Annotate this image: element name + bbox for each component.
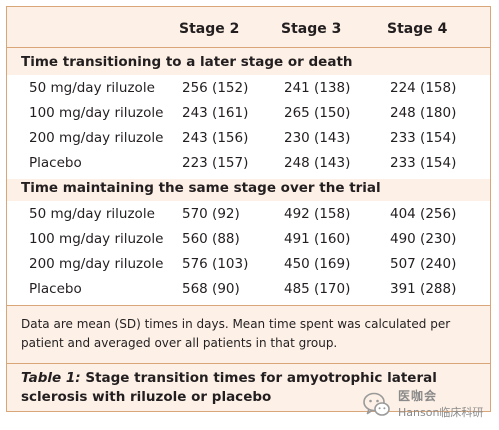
table-row: 100 mg/day riluzole 560 (88) 491 (160) 4… bbox=[7, 228, 490, 252]
table-row: 50 mg/day riluzole 256 (152) 241 (138) 2… bbox=[7, 77, 490, 101]
stage-3-value: 485 (170) bbox=[284, 281, 351, 297]
stage-3-value: 248 (143) bbox=[284, 155, 351, 171]
stage-2-value: 243 (156) bbox=[182, 130, 249, 146]
column-header-stage-4: Stage 4 bbox=[387, 21, 448, 37]
caption-text: Stage transition times for amyotrophic l… bbox=[21, 370, 437, 405]
stage-4-value: 233 (154) bbox=[390, 155, 457, 171]
stage-4-value: 233 (154) bbox=[390, 130, 457, 146]
stage-2-value: 576 (103) bbox=[182, 256, 249, 272]
watermark-subtitle: Hanson临床科研 bbox=[398, 406, 484, 419]
row-label: Placebo bbox=[29, 155, 82, 171]
watermark-title: 医咖会 bbox=[398, 389, 438, 403]
stage-4-value: 391 (288) bbox=[390, 281, 457, 297]
stage-2-value: 223 (157) bbox=[182, 155, 249, 171]
caption-divider bbox=[7, 363, 490, 364]
section-title-transitioning: Time transitioning to a later stage or d… bbox=[21, 54, 353, 70]
stage-4-value: 224 (158) bbox=[390, 80, 457, 96]
stage-2-value: 243 (161) bbox=[182, 105, 249, 121]
stage-4-value: 248 (180) bbox=[390, 105, 457, 121]
row-label: 200 mg/day riluzole bbox=[29, 256, 164, 272]
caption-label: Table 1: bbox=[21, 370, 81, 386]
header-divider bbox=[7, 47, 490, 48]
column-header-stage-2: Stage 2 bbox=[179, 21, 240, 37]
stage-4-value: 404 (256) bbox=[390, 206, 457, 222]
stage-3-value: 265 (150) bbox=[284, 105, 351, 121]
stage-2-value: 568 (90) bbox=[182, 281, 240, 297]
table-panel: Stage 2 Stage 3 Stage 4 Time transitioni… bbox=[6, 6, 491, 412]
table-row: 200 mg/day riluzole 243 (156) 230 (143) … bbox=[7, 127, 490, 151]
stage-4-value: 507 (240) bbox=[390, 256, 457, 272]
watermark: 医咖会 Hanson临床科研 bbox=[362, 386, 494, 426]
row-label: Placebo bbox=[29, 281, 82, 297]
header-row: Stage 2 Stage 3 Stage 4 bbox=[7, 7, 490, 47]
stage-2-value: 256 (152) bbox=[182, 80, 249, 96]
row-label: 100 mg/day riluzole bbox=[29, 231, 164, 247]
stage-3-value: 230 (143) bbox=[284, 130, 351, 146]
table-row: Placebo 568 (90) 485 (170) 391 (288) bbox=[7, 278, 490, 302]
table-caption: Table 1: Stage transition times for amyo… bbox=[21, 369, 479, 407]
stage-3-value: 241 (138) bbox=[284, 80, 351, 96]
stage-2-value: 560 (88) bbox=[182, 231, 240, 247]
table-footnote: Data are mean (SD) times in days. Mean t… bbox=[21, 317, 451, 350]
column-header-stage-3: Stage 3 bbox=[281, 21, 342, 37]
row-label: 100 mg/day riluzole bbox=[29, 105, 164, 121]
table-row: 100 mg/day riluzole 243 (161) 265 (150) … bbox=[7, 102, 490, 126]
row-label: 50 mg/day riluzole bbox=[29, 206, 155, 222]
row-label: 200 mg/day riluzole bbox=[29, 130, 164, 146]
stage-3-value: 492 (158) bbox=[284, 206, 351, 222]
stage-3-value: 450 (169) bbox=[284, 256, 351, 272]
table-row: 50 mg/day riluzole 570 (92) 492 (158) 40… bbox=[7, 203, 490, 227]
stage-4-value: 490 (230) bbox=[390, 231, 457, 247]
section-band-transitioning: 50 mg/day riluzole 256 (152) 241 (138) 2… bbox=[7, 75, 490, 179]
section-band-maintaining: 50 mg/day riluzole 570 (92) 492 (158) 40… bbox=[7, 201, 490, 305]
stage-3-value: 491 (160) bbox=[284, 231, 351, 247]
section-title-maintaining: Time maintaining the same stage over the… bbox=[21, 180, 381, 196]
stage-2-value: 570 (92) bbox=[182, 206, 240, 222]
table-row: Placebo 223 (157) 248 (143) 233 (154) bbox=[7, 152, 490, 176]
table-row: 200 mg/day riluzole 576 (103) 450 (169) … bbox=[7, 253, 490, 277]
table-bottom-divider bbox=[7, 305, 490, 306]
wechat-logo-icon bbox=[363, 392, 390, 416]
row-label: 50 mg/day riluzole bbox=[29, 80, 155, 96]
